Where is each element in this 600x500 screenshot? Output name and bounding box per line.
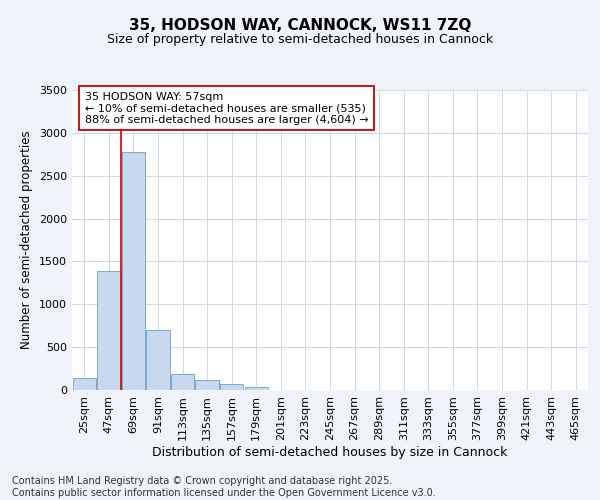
Text: 35, HODSON WAY, CANNOCK, WS11 7ZQ: 35, HODSON WAY, CANNOCK, WS11 7ZQ [129,18,471,32]
Bar [73,378,96,390]
Bar [97,271,121,390]
X-axis label: Distribution of semi-detached houses by size in Cannock: Distribution of semi-detached houses by … [152,446,508,458]
Bar [146,330,170,390]
Bar [171,374,194,390]
Bar [196,380,219,390]
Text: Size of property relative to semi-detached houses in Cannock: Size of property relative to semi-detach… [107,32,493,46]
Text: Contains HM Land Registry data © Crown copyright and database right 2025.
Contai: Contains HM Land Registry data © Crown c… [12,476,436,498]
Bar [245,386,268,390]
Text: 35 HODSON WAY: 57sqm
← 10% of semi-detached houses are smaller (535)
88% of semi: 35 HODSON WAY: 57sqm ← 10% of semi-detac… [85,92,368,125]
Bar [122,152,145,390]
Y-axis label: Number of semi-detached properties: Number of semi-detached properties [20,130,34,350]
Bar [220,384,244,390]
